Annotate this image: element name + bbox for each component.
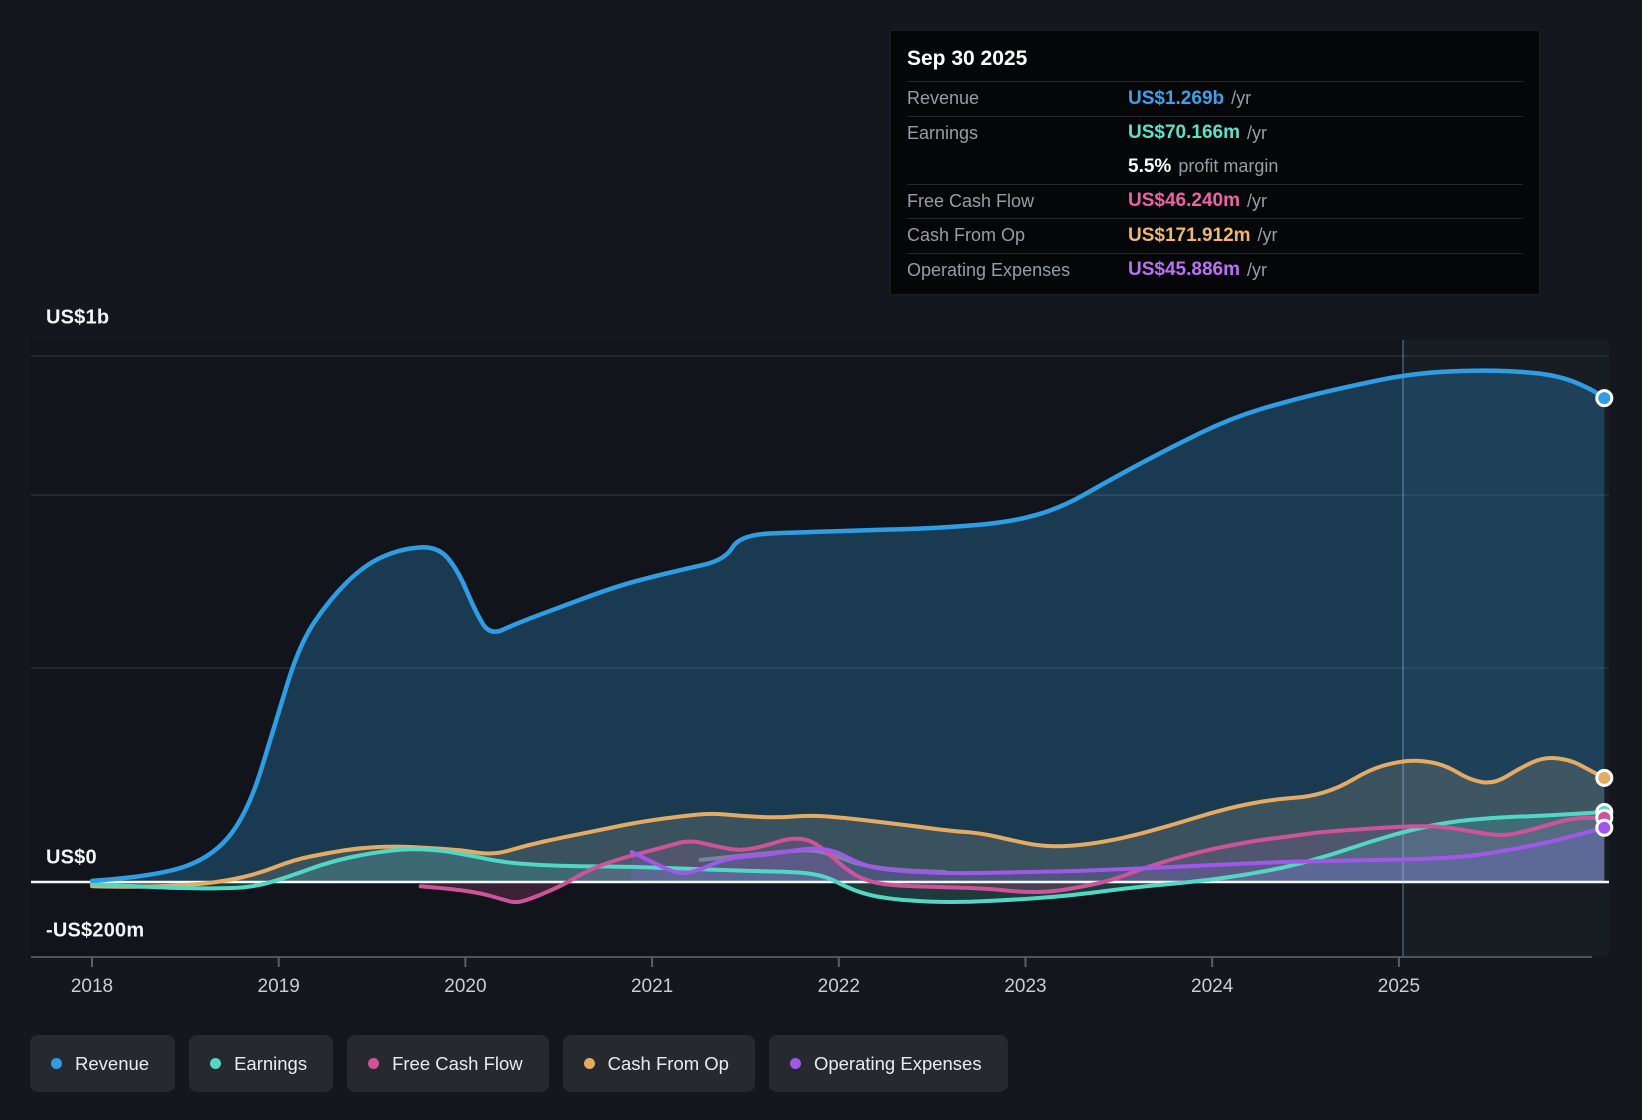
tooltip-row-suffix: /yr — [1257, 225, 1278, 246]
series-line-revenue — [89, 368, 1607, 884]
tooltip-row-label: Revenue — [907, 88, 980, 109]
tooltip-row-suffix: /yr — [1246, 122, 1267, 143]
chart-legend: Revenue Earnings Free Cash Flow Cash From O… — [30, 1035, 1008, 1092]
tooltip-row-operating-expenses: Operating Expenses US$45.886m/yr — [907, 252, 1523, 288]
future-highlight-band — [1403, 340, 1609, 957]
tooltip-row-suffix: profit margin — [1178, 156, 1279, 177]
tooltip-row-earnings: Earnings US$70.166m/yr — [907, 115, 1523, 151]
legend-item-operating-expenses[interactable]: Operating Expenses — [768, 1035, 1008, 1092]
tooltip-date: Sep 30 2025 — [907, 47, 1028, 70]
x-axis-label-2022: 2022 — [817, 976, 860, 997]
tooltip-row-suffix: /yr — [1231, 88, 1252, 109]
legend-dot-icon — [368, 1058, 380, 1069]
legend-item-free-cash-flow[interactable]: Free Cash Flow — [347, 1035, 549, 1092]
legend-label: Cash From Op — [607, 1052, 729, 1074]
x-axis-label-2019: 2019 — [257, 976, 300, 997]
end-marker-cash-from-op — [1595, 768, 1614, 787]
legend-item-cash-from-op[interactable]: Cash From Op — [562, 1035, 755, 1092]
series-line-operating-expenses — [629, 825, 1607, 876]
x-axis-label-2021: 2021 — [630, 976, 674, 997]
tooltip-row-label: Cash From Op — [907, 225, 1026, 246]
data-tooltip-panel: Sep 30 2025 Revenue US$1.269b/yr Earnings U… — [890, 30, 1540, 295]
tooltip-row-free-cash-flow: Free Cash Flow US$46.240m/yr — [907, 183, 1523, 219]
legend-dot-icon — [210, 1058, 222, 1069]
legend-dot-icon — [583, 1058, 595, 1069]
tooltip-row-cash-from-op: Cash From Op US$171.912m/yr — [907, 218, 1523, 253]
tooltip-row-value: US$171.912m — [1128, 224, 1251, 246]
tooltip-row-label: Operating Expenses — [907, 259, 1071, 280]
legend-label: Free Cash Flow — [392, 1052, 523, 1074]
tooltip-row-profit-margin: 5.5% profit margin — [907, 150, 1523, 184]
tooltip-row-revenue: Revenue US$1.269b/yr — [907, 81, 1523, 116]
tooltip-row-value: 5.5% — [1128, 155, 1172, 177]
x-axis-label-2020: 2020 — [444, 976, 487, 997]
tooltip-row-suffix: /yr — [1246, 190, 1267, 211]
legend-item-earnings[interactable]: Earnings — [189, 1035, 334, 1092]
end-marker-revenue — [1595, 389, 1614, 408]
y-axis-label-neg200m: -US$200m — [46, 919, 145, 942]
plot-background — [31, 340, 1609, 957]
tooltip-row-value: US$46.240m — [1128, 190, 1240, 212]
tooltip-row-value: US$1.269b — [1128, 87, 1225, 109]
legend-label: Earnings — [234, 1052, 308, 1074]
y-axis-label-1b: US$1b — [46, 306, 110, 329]
legend-label: Revenue — [75, 1052, 150, 1074]
series-line-earnings — [90, 810, 1607, 904]
tooltip-row-label: Earnings — [907, 122, 979, 143]
tooltip-row-label: Free Cash Flow — [907, 190, 1035, 211]
series-line-free-cash-flow — [418, 815, 1607, 905]
tooltip-row-value: US$45.886m — [1128, 259, 1240, 281]
legend-dot-icon — [789, 1058, 801, 1069]
series-area-revenue — [92, 370, 1605, 882]
legend-item-revenue[interactable]: Revenue — [30, 1035, 176, 1092]
legend-label: Operating Expenses — [813, 1052, 982, 1074]
tooltip-row-value: US$70.166m — [1128, 122, 1240, 144]
x-axis-label-2024: 2024 — [1191, 976, 1234, 997]
legend-dot-icon — [51, 1058, 62, 1069]
x-axis-label-2025: 2025 — [1377, 976, 1421, 997]
end-marker-operating-expenses — [1595, 818, 1614, 837]
x-axis-label-2018: 2018 — [70, 976, 114, 997]
tooltip-row-suffix: /yr — [1246, 259, 1267, 280]
y-axis-label-zero: US$0 — [46, 846, 97, 869]
x-axis-label-2023: 2023 — [1004, 976, 1047, 997]
series-line-cash-from-op — [90, 756, 1607, 889]
